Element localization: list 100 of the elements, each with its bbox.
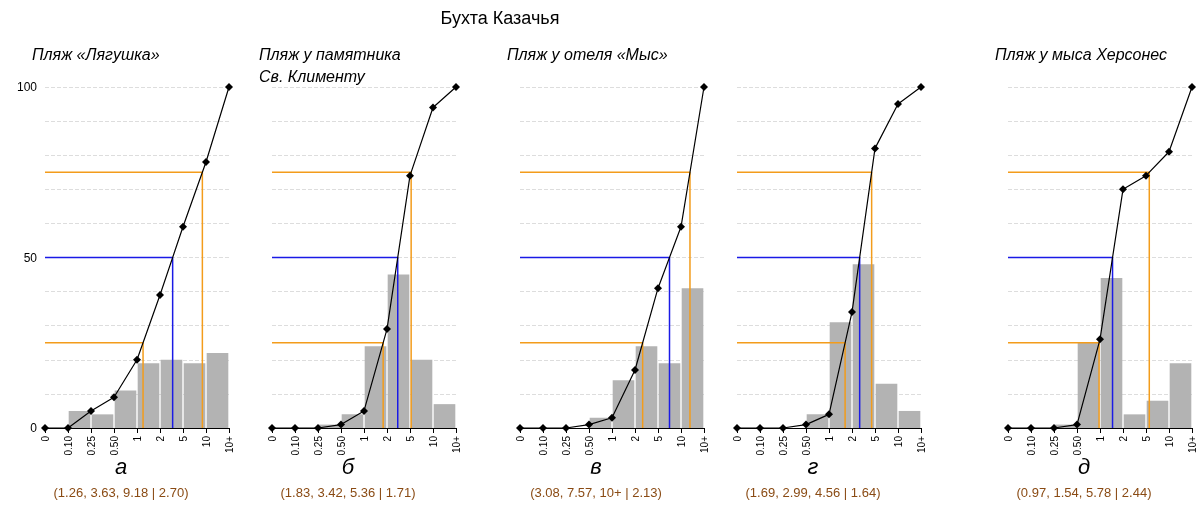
point xyxy=(585,420,593,429)
bar xyxy=(183,363,206,428)
x-tick-label: 2 xyxy=(1117,435,1129,442)
x-tick-label: 0.25 xyxy=(560,435,572,456)
bar xyxy=(1169,363,1192,428)
bar xyxy=(160,359,183,428)
x-tick-label: 0.50 xyxy=(583,435,595,456)
bar xyxy=(206,352,229,428)
point xyxy=(802,420,810,429)
point xyxy=(1142,171,1150,180)
chart-title: Пляж «Лягушка» xyxy=(32,45,160,63)
point xyxy=(337,420,345,429)
x-tick-label: 0 xyxy=(731,435,743,442)
x-tick-label: 5 xyxy=(404,435,416,442)
x-tick-label: 0 xyxy=(1002,435,1014,442)
x-tick-label: 1 xyxy=(606,435,618,442)
point xyxy=(1165,147,1173,156)
text: Бухта Казачья xyxy=(439,8,561,29)
x-tick-label: 0.10 xyxy=(289,435,301,456)
point xyxy=(133,355,141,364)
bar xyxy=(433,404,456,428)
point xyxy=(360,406,368,415)
point xyxy=(291,424,299,432)
point xyxy=(429,103,437,112)
x-tick-label: 10+ xyxy=(698,435,710,453)
point xyxy=(608,413,616,422)
point xyxy=(631,366,639,375)
point xyxy=(1027,424,1035,432)
text: (1.69, 2.99, 4.56 | 1.64) xyxy=(745,485,881,500)
bar xyxy=(898,410,921,428)
x-tick-label: 5 xyxy=(652,435,664,442)
x-tick-label: 10 xyxy=(1163,435,1175,448)
x-tick-label: 0.10 xyxy=(62,435,74,456)
point xyxy=(871,144,879,153)
bar xyxy=(658,363,681,428)
x-tick-label: 1 xyxy=(131,435,143,442)
x-tick-label: 2 xyxy=(381,435,393,442)
point xyxy=(1096,335,1104,344)
point xyxy=(848,308,856,317)
x-tick-label: 5 xyxy=(177,435,189,442)
bar xyxy=(410,359,433,428)
point xyxy=(825,410,833,419)
y-tick-label: 100 xyxy=(16,80,38,94)
bar xyxy=(1100,277,1123,428)
text: (1.83, 3.42, 5.36 | 1.71) xyxy=(280,485,416,500)
x-tick-label: 1 xyxy=(823,435,835,442)
x-tick-label: 10+ xyxy=(223,435,235,453)
x-tick-label: 0 xyxy=(266,435,278,442)
point xyxy=(1073,420,1081,429)
x-tick-label: 10+ xyxy=(1186,435,1198,453)
bar xyxy=(875,383,898,428)
x-tick-label: 10 xyxy=(427,435,439,448)
x-tick-label: 0.10 xyxy=(537,435,549,456)
text: (3.08, 7.57, 10+ | 2.13) xyxy=(530,485,662,500)
point xyxy=(87,406,95,415)
x-tick-label: 2 xyxy=(154,435,166,442)
point xyxy=(179,222,187,231)
point xyxy=(779,424,787,432)
x-tick-label: 10 xyxy=(200,435,212,448)
bar xyxy=(91,414,114,428)
x-tick-label: 0 xyxy=(39,435,51,442)
point xyxy=(677,222,685,231)
x-tick-label: 2 xyxy=(629,435,641,442)
point xyxy=(1188,83,1196,91)
point xyxy=(894,100,902,109)
point xyxy=(225,83,233,91)
point xyxy=(156,291,164,300)
x-tick-label: 0.10 xyxy=(1025,435,1037,456)
bar xyxy=(114,390,137,428)
bar xyxy=(387,274,410,428)
point xyxy=(64,424,72,432)
bar xyxy=(1123,414,1146,428)
x-tick-label: 0.10 xyxy=(754,435,766,456)
x-tick-label: 2 xyxy=(846,435,858,442)
x-tick-label: 0.50 xyxy=(335,435,347,456)
bar xyxy=(635,346,658,428)
text: (1.26, 3.63, 9.18 | 2.70) xyxy=(53,485,189,500)
x-tick-label: 0.50 xyxy=(1071,435,1083,456)
text: (0.97, 1.54, 5.78 | 2.44) xyxy=(1016,485,1152,500)
x-tick-label: 1 xyxy=(1094,435,1106,442)
point xyxy=(314,424,322,432)
chart-title: Пляж у памятника Св. Клименту xyxy=(259,45,401,85)
x-tick-label: 0 xyxy=(514,435,526,442)
point xyxy=(654,284,662,293)
x-tick-label: 10 xyxy=(675,435,687,448)
x-tick-label: 10+ xyxy=(915,435,927,453)
point xyxy=(1119,185,1127,194)
bar xyxy=(1146,400,1169,428)
x-tick-label: 0.25 xyxy=(1048,435,1060,456)
x-tick-label: 0.50 xyxy=(108,435,120,456)
x-tick-label: 10+ xyxy=(450,435,462,453)
x-tick-label: 5 xyxy=(869,435,881,442)
point xyxy=(539,424,547,432)
point xyxy=(452,83,460,91)
point xyxy=(110,393,118,402)
point xyxy=(756,424,764,432)
x-tick-label: 0.25 xyxy=(777,435,789,456)
chart-title: Пляж у отеля «Мыс» xyxy=(507,45,668,63)
point xyxy=(406,171,414,180)
point xyxy=(917,83,925,91)
